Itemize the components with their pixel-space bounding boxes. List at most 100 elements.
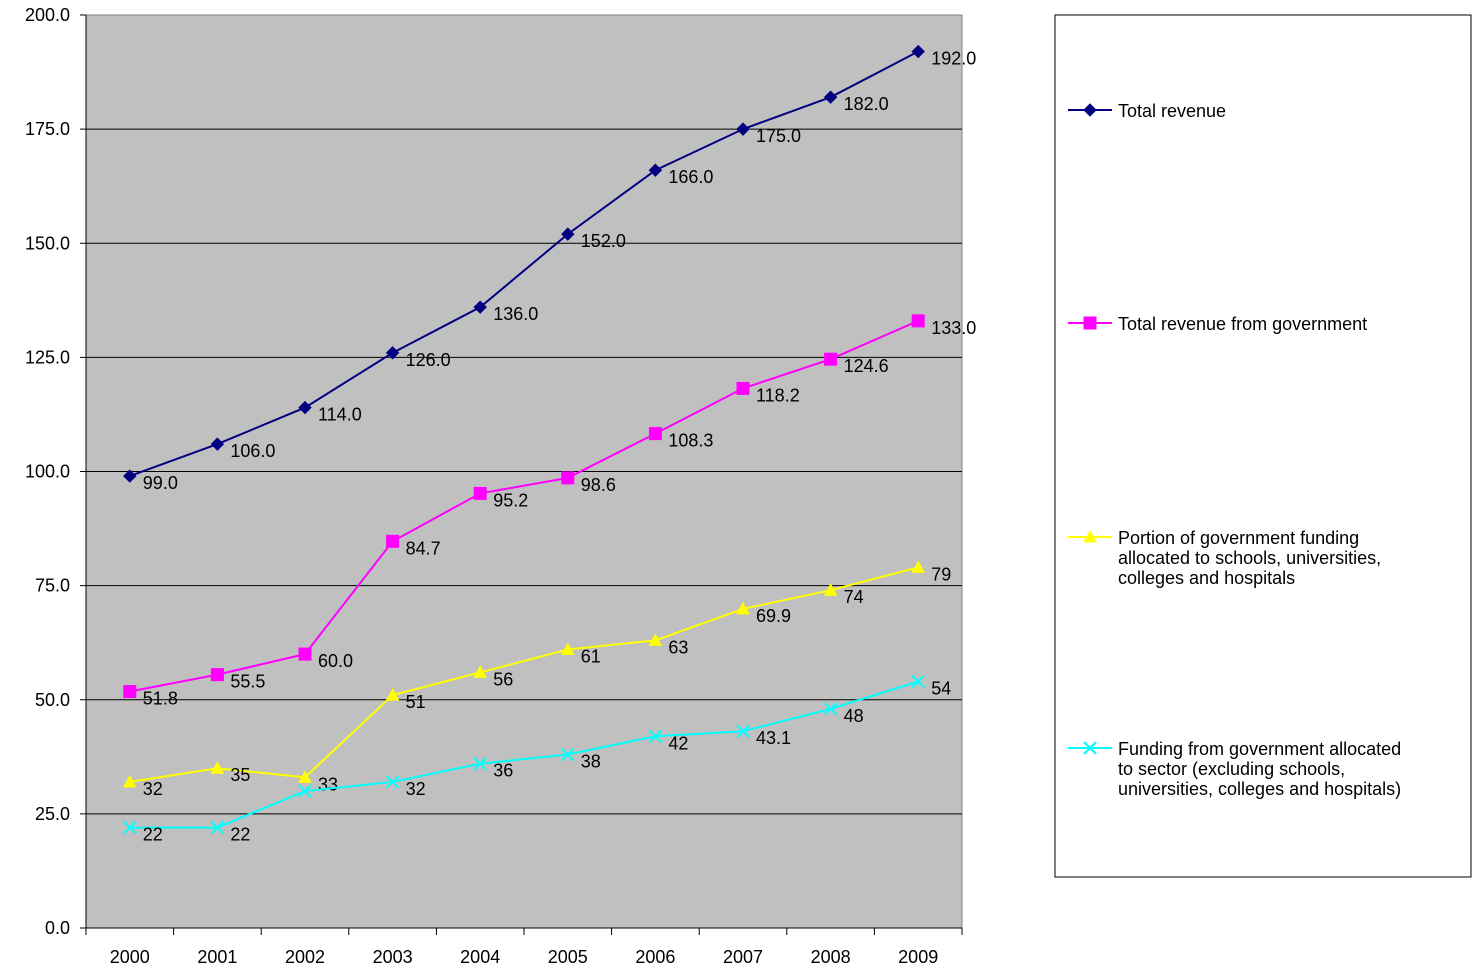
data-point bbox=[648, 729, 663, 743]
data-point bbox=[386, 534, 400, 548]
data-point bbox=[911, 674, 925, 689]
data-point bbox=[385, 688, 400, 701]
data-point bbox=[385, 346, 400, 360]
y-tick-label: 50.0 bbox=[35, 690, 70, 710]
data-label: 32 bbox=[143, 779, 163, 799]
legend-label-line: Total revenue bbox=[1118, 101, 1226, 121]
data-label: 152.0 bbox=[581, 231, 626, 251]
legend-label: Total revenue bbox=[1118, 101, 1226, 121]
y-tick-label: 150.0 bbox=[25, 233, 70, 253]
series-1: 99.0 106.0 114.0 126.0 136.0 152.0 166.0 175.0 1… bbox=[123, 44, 976, 493]
y-tick-label: 125.0 bbox=[25, 347, 70, 367]
data-point bbox=[298, 784, 312, 798]
data-label: 133.0 bbox=[931, 318, 976, 338]
data-point bbox=[736, 724, 750, 738]
data-point bbox=[1083, 529, 1097, 543]
data-point bbox=[298, 770, 312, 783]
y-tick-label: 175.0 bbox=[25, 119, 70, 139]
data-label: 192.0 bbox=[931, 49, 976, 69]
data-point bbox=[210, 761, 225, 774]
data-label: 22 bbox=[230, 825, 250, 845]
data-label: 63 bbox=[668, 637, 688, 657]
legend-item: Funding from government allocated to sect… bbox=[1068, 739, 1401, 799]
data-point bbox=[123, 820, 137, 835]
data-point bbox=[123, 685, 137, 699]
legend-label-line: Funding from government allocated bbox=[1118, 739, 1401, 759]
data-label: 124.6 bbox=[844, 356, 889, 376]
data-label: 126.0 bbox=[406, 350, 451, 370]
data-point bbox=[648, 427, 662, 441]
data-point-stroke bbox=[736, 724, 750, 738]
data-point bbox=[823, 702, 838, 716]
data-point bbox=[824, 352, 838, 366]
data-label: 74 bbox=[844, 587, 864, 607]
data-label: 69.9 bbox=[756, 606, 791, 626]
x-tick-label: 2004 bbox=[460, 947, 500, 967]
data-label: 79 bbox=[931, 564, 951, 584]
legend-label: Funding from government allocated to sect… bbox=[1118, 739, 1401, 799]
data-point bbox=[385, 775, 400, 789]
x-tick-label: 2009 bbox=[898, 947, 938, 967]
data-point bbox=[1083, 103, 1097, 117]
legend-label: Portion of government funding allocated t… bbox=[1118, 528, 1381, 588]
series-line bbox=[129, 680, 919, 829]
x-tick-label: 2008 bbox=[811, 947, 851, 967]
legend-label-line: colleges and hospitals bbox=[1118, 568, 1295, 588]
data-label: 175.0 bbox=[756, 126, 801, 146]
series-2: 51.8 55.5 60.0 84.7 95.2 98.6 108.3 118.2 124.6 1… bbox=[123, 314, 976, 709]
series-line bbox=[129, 566, 919, 783]
data-point bbox=[736, 601, 750, 615]
legend-box bbox=[1054, 14, 1472, 878]
legend-label: Total revenue from government bbox=[1118, 314, 1367, 334]
data-label: 51 bbox=[406, 692, 426, 712]
data-point bbox=[648, 163, 663, 177]
data-point bbox=[561, 471, 575, 485]
legend-label-line: Total revenue from government bbox=[1118, 314, 1367, 334]
data-point-stroke bbox=[298, 784, 312, 798]
data-point bbox=[122, 774, 137, 788]
data-point bbox=[298, 400, 312, 415]
data-label: 136.0 bbox=[493, 304, 538, 324]
x-tick-label: 2005 bbox=[548, 947, 588, 967]
data-point bbox=[911, 44, 925, 59]
data-point bbox=[298, 647, 312, 661]
data-point bbox=[473, 665, 488, 678]
gridlines bbox=[86, 128, 962, 815]
data-label: 108.3 bbox=[668, 431, 713, 451]
x-tick-label: 2007 bbox=[723, 947, 763, 967]
series-3: 32 35 33 51 56 61 63 69.9 74 79 bbox=[122, 560, 951, 799]
data-label: 114.0 bbox=[318, 405, 362, 425]
x-tick-label: 2002 bbox=[285, 947, 325, 967]
data-point bbox=[648, 633, 663, 646]
data-label: 35 bbox=[230, 765, 250, 785]
data-point-stroke bbox=[473, 756, 487, 771]
legend-item: Total revenue bbox=[1068, 101, 1226, 121]
data-point bbox=[473, 486, 487, 500]
data-point-stroke bbox=[123, 820, 137, 835]
y-tick-label: 100.0 bbox=[25, 462, 70, 482]
data-point-stroke bbox=[385, 775, 400, 789]
data-point bbox=[561, 747, 575, 762]
data-label: 61 bbox=[581, 647, 601, 667]
x-axis: 2000 2001 2002 2003 2004 2005 2006 2007 2008 2009 bbox=[85, 927, 963, 967]
data-label: 51.8 bbox=[143, 689, 178, 709]
legend-item: Total revenue from government bbox=[1068, 314, 1367, 334]
data-label: 36 bbox=[493, 761, 513, 781]
x-tick-label: 2001 bbox=[197, 947, 237, 967]
data-point bbox=[736, 381, 750, 395]
data-point bbox=[911, 314, 925, 328]
data-point bbox=[560, 642, 575, 656]
y-tick-label: 75.0 bbox=[35, 576, 70, 596]
data-label: 54 bbox=[931, 678, 951, 698]
data-label: 43.1 bbox=[756, 728, 791, 748]
y-tick-label: 25.0 bbox=[35, 804, 70, 824]
data-label: 166.0 bbox=[668, 167, 713, 187]
series-4: 22 22 32 36 38 42 43.1 48 54 bbox=[123, 674, 951, 845]
data-point bbox=[823, 583, 838, 596]
data-label: 42 bbox=[668, 733, 688, 753]
data-label: 33 bbox=[318, 774, 338, 794]
data-point-stroke bbox=[1083, 741, 1097, 755]
data-label: 60.0 bbox=[318, 651, 353, 671]
